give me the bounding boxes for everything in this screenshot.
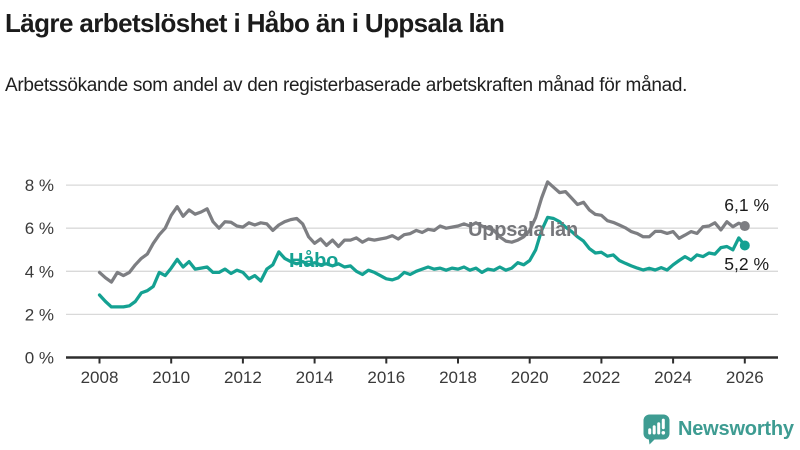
chart-subtitle: Arbetssökande som andel av den registerb… [5,75,688,96]
newsworthy-icon [643,414,670,445]
x-tick-label: 2026 [726,368,764,387]
bar-chart-glyph [648,422,661,435]
x-tick-label: 2012 [224,368,262,387]
y-tick-label: 0 % [25,349,54,368]
x-tick-label: 2024 [654,368,692,387]
newsworthy-wordmark: Newsworthy [678,418,794,440]
series-label-habo: Håbo [289,249,338,272]
x-tick-label: 2016 [367,368,405,387]
series-end-dot-habo [739,240,750,251]
x-tick-label: 2022 [582,368,620,387]
y-tick-label: 8 % [25,176,54,195]
series-end-dot-uppsala-lan [739,221,750,232]
x-tick-label: 2010 [152,368,190,387]
series-line-uppsala-lan [97,180,747,284]
y-tick-label: 6 % [25,219,54,238]
x-tick-label: 2018 [439,368,477,387]
series-label-uppsala-lan: Uppsala län [468,219,578,241]
newsworthy-logo: Newsworthy [643,414,794,445]
speech-bubble-shape [643,414,670,445]
y-tick-label: 2 % [25,305,54,324]
exclamation-glyph [661,418,666,435]
x-tick-label: 2014 [296,368,334,387]
y-tick-label: 4 % [25,262,54,281]
chart-title: Lägre arbetslöshet i Håbo än i Uppsala l… [5,8,505,38]
series-end-value-uppsala-lan: 6,1 % [724,195,769,215]
series-end-value-habo: 5,2 % [724,254,769,274]
series-line-habo [97,215,747,309]
x-tick-label: 2008 [81,368,119,387]
x-tick-label: 2020 [511,368,549,387]
